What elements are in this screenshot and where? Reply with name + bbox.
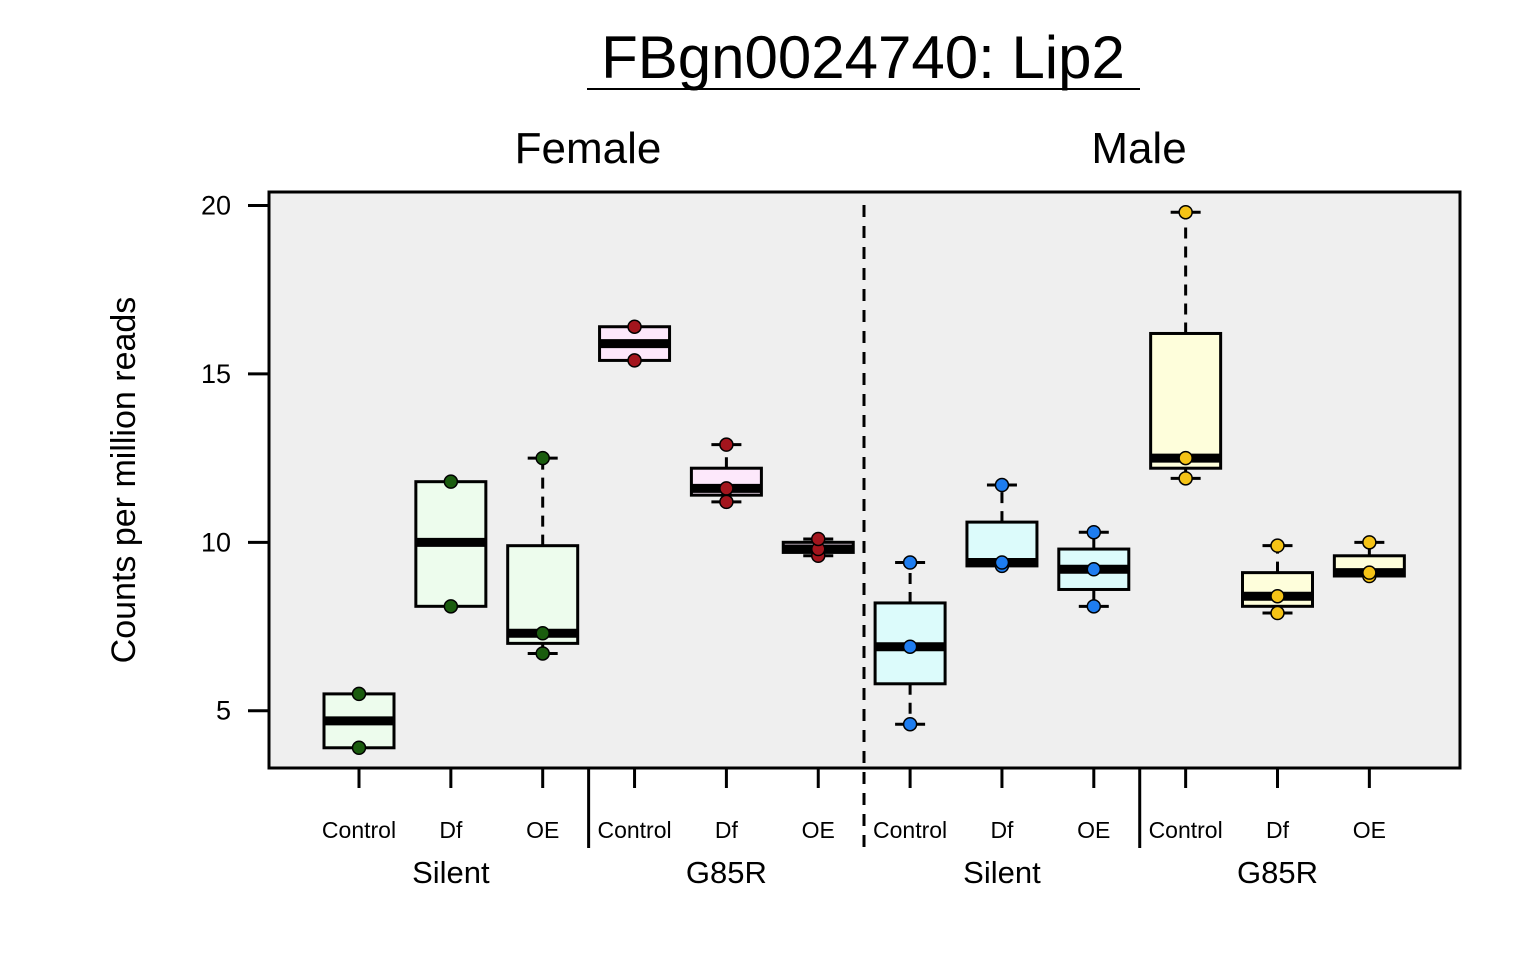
data-point	[627, 319, 642, 334]
data-point	[719, 481, 734, 496]
data-point	[1270, 538, 1285, 553]
x-tick-label: Control	[1149, 817, 1223, 843]
box-series	[322, 204, 1406, 756]
data-point	[1178, 471, 1193, 486]
y-axis: 5 10 15 20	[201, 190, 269, 726]
box-female-g85r-oe	[781, 531, 855, 564]
x-tick-label: Df	[715, 817, 739, 843]
y-tick-label: 10	[201, 527, 231, 557]
data-point	[1086, 562, 1102, 577]
chart-title: FBgn0024740: Lip2	[601, 24, 1125, 91]
data-point	[1086, 524, 1102, 540]
data-point	[443, 474, 459, 489]
data-point	[535, 450, 550, 466]
x-tick-label: OE	[1353, 817, 1386, 843]
panel-label-female: Female	[515, 124, 662, 173]
data-point	[535, 626, 550, 641]
panel-label-male: Male	[1091, 124, 1186, 173]
group-label-female-g85r: G85R	[686, 855, 767, 890]
box-female-silent-df	[414, 474, 488, 614]
box-body	[1149, 331, 1223, 470]
x-tick-label: Df	[1266, 817, 1290, 843]
box-male-g85r-df	[1241, 538, 1314, 621]
y-tick-label: 5	[216, 696, 231, 726]
group-label-female-silent: Silent	[412, 855, 490, 890]
data-point	[1362, 535, 1377, 550]
x-axis: Control Df OE Silent Control Df OE G85R Control D…	[322, 768, 1386, 890]
x-tick-label: OE	[526, 817, 559, 843]
box-female-silent-control	[322, 686, 396, 756]
x-tick-label: Control	[597, 817, 671, 843]
data-point	[994, 477, 1010, 493]
data-point	[351, 686, 367, 702]
data-point	[902, 555, 918, 570]
data-point	[1178, 450, 1193, 466]
x-tick-label: OE	[802, 817, 835, 843]
data-point	[1270, 588, 1285, 604]
box-male-silent-df	[965, 477, 1039, 574]
group-label-male-g85r: G85R	[1237, 855, 1318, 890]
data-point	[351, 740, 367, 756]
data-point	[627, 353, 642, 368]
group-label-male-silent: Silent	[963, 855, 1041, 890]
data-point	[902, 639, 918, 654]
box-male-silent-oe	[1057, 524, 1131, 614]
data-point	[811, 531, 826, 547]
data-point	[1086, 599, 1102, 614]
box-male-silent-control	[873, 555, 947, 732]
x-tick-label: Control	[873, 817, 947, 843]
data-point	[719, 437, 734, 452]
box-female-silent-oe	[506, 450, 580, 661]
box-female-g85r-control	[598, 319, 672, 368]
y-tick-label: 15	[201, 359, 231, 389]
x-tick-label: OE	[1077, 817, 1110, 843]
data-point	[1270, 605, 1285, 621]
box-male-g85r-oe	[1332, 535, 1406, 584]
data-point	[994, 555, 1010, 570]
box-female-g85r-df	[689, 437, 763, 510]
data-point	[902, 716, 918, 732]
y-axis-label: Counts per million reads	[105, 297, 143, 664]
data-point	[443, 599, 459, 614]
y-tick-label: 20	[201, 190, 231, 220]
data-point	[1362, 565, 1377, 580]
x-tick-label: Df	[439, 817, 463, 843]
box-male-g85r-control	[1149, 204, 1223, 486]
data-point	[1178, 204, 1193, 220]
x-tick-label: Control	[322, 817, 396, 843]
data-point	[535, 646, 550, 661]
data-point	[719, 494, 734, 510]
x-tick-label: Df	[990, 817, 1014, 843]
